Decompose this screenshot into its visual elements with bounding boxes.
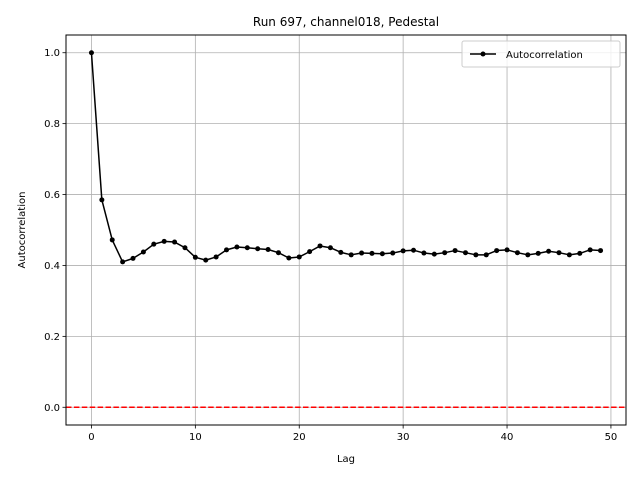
x-tick-label: 0 <box>88 432 94 443</box>
data-point <box>535 250 541 256</box>
y-tick-label: 0.8 <box>44 119 60 130</box>
data-point <box>598 248 604 254</box>
data-point <box>379 251 385 257</box>
data-point <box>286 255 292 261</box>
x-axis-label: Lag <box>337 454 355 465</box>
data-point <box>411 247 417 253</box>
data-point <box>307 249 313 255</box>
data-point <box>400 248 406 254</box>
data-point <box>99 197 105 203</box>
x-tick-label: 10 <box>189 432 202 443</box>
data-point <box>317 243 323 249</box>
x-tick-label: 20 <box>293 432 306 443</box>
series-layer <box>88 50 604 265</box>
data-point <box>359 250 365 256</box>
y-axis-label: Autocorrelation <box>17 192 28 269</box>
data-point <box>172 239 178 245</box>
x-tick-label: 40 <box>501 432 514 443</box>
x-tick-label: 30 <box>397 432 410 443</box>
data-point <box>577 250 583 256</box>
grid <box>66 35 626 425</box>
data-point <box>431 251 437 257</box>
data-point <box>348 252 354 258</box>
y-tick-label: 0.0 <box>44 403 60 414</box>
data-point <box>224 247 230 253</box>
legend-entry-autocorrelation: Autocorrelation <box>506 50 583 61</box>
y-tick-label: 0.2 <box>44 332 60 343</box>
data-point <box>442 250 448 256</box>
data-point <box>566 252 572 258</box>
legend-marker-sample <box>480 51 486 57</box>
data-point <box>587 247 593 253</box>
data-point <box>130 255 136 261</box>
data-point <box>275 250 281 256</box>
data-point <box>213 254 219 260</box>
data-point <box>390 250 396 256</box>
data-point <box>296 254 302 260</box>
data-point <box>88 50 94 56</box>
y-tick-label: 0.4 <box>44 261 60 272</box>
data-point <box>483 252 489 258</box>
data-point <box>421 250 427 256</box>
x-tick-label: 50 <box>605 432 618 443</box>
legend-box <box>461 40 621 68</box>
data-point <box>514 250 520 256</box>
data-point <box>234 244 240 250</box>
legend: Autocorrelation <box>461 40 621 68</box>
data-point <box>203 257 209 263</box>
data-point <box>265 247 271 252</box>
data-point <box>338 249 344 255</box>
data-point <box>244 245 250 251</box>
data-point <box>109 237 115 243</box>
data-point <box>327 245 333 251</box>
data-point <box>556 250 562 256</box>
data-point <box>255 246 261 252</box>
y-tick-label: 0.6 <box>44 190 60 201</box>
data-point <box>369 250 375 256</box>
data-point <box>504 247 510 253</box>
data-point <box>462 250 468 256</box>
y-axis-ticks: 0.0 0.2 0.4 0.6 0.8 1.0 <box>44 48 66 414</box>
data-point <box>161 238 167 244</box>
data-point <box>546 248 552 254</box>
data-point <box>473 252 479 258</box>
data-point <box>140 249 146 255</box>
data-point <box>525 252 531 258</box>
x-axis-ticks: 0 10 20 30 40 50 <box>88 425 617 443</box>
data-point <box>151 241 157 247</box>
data-point <box>452 248 458 254</box>
data-point <box>494 248 500 254</box>
y-tick-label: 1.0 <box>44 48 60 59</box>
chart-title: Run 697, channel018, Pedestal <box>253 15 439 29</box>
plot-frame <box>65 34 627 426</box>
data-point <box>182 245 188 251</box>
data-point <box>120 259 126 265</box>
data-point <box>192 254 198 260</box>
